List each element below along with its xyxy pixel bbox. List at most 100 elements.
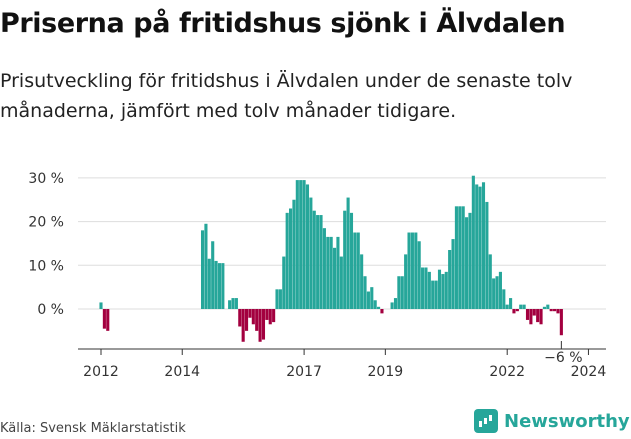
bar — [353, 232, 357, 309]
tick-labels: 0 % 10 % 20 % 30 % 2012 2014 2017 2019 2022 2024−… — [28, 171, 606, 380]
bar — [458, 206, 462, 310]
bar — [272, 309, 276, 323]
bar — [400, 276, 404, 309]
bar — [421, 267, 425, 310]
bar — [204, 223, 208, 309]
bar — [278, 289, 282, 309]
bar — [424, 267, 428, 310]
bar — [427, 271, 431, 310]
bar — [221, 263, 225, 309]
bar — [434, 280, 438, 310]
bar — [289, 208, 293, 309]
brand-name: Newsworthy — [504, 410, 630, 432]
bar — [200, 230, 205, 309]
x-tick-label: 2012 — [83, 364, 119, 380]
bar-chart: 0 % 10 % 20 % 30 % 2012 2014 2017 2019 2022 2024−… — [28, 171, 606, 380]
bar — [241, 309, 245, 342]
bar — [512, 309, 516, 314]
bar — [255, 309, 259, 331]
bar — [373, 300, 377, 309]
bar — [525, 309, 530, 320]
bar — [211, 241, 215, 309]
bar — [556, 309, 560, 314]
bar — [339, 256, 343, 309]
bar — [322, 228, 326, 309]
bar — [448, 250, 452, 309]
bar — [245, 309, 249, 331]
bar — [285, 212, 289, 309]
bar-chart-icon — [474, 409, 498, 433]
bar — [397, 276, 401, 309]
bar — [295, 180, 299, 309]
bar — [542, 306, 546, 309]
bar — [299, 180, 303, 309]
bar — [346, 197, 350, 309]
bar — [509, 298, 513, 309]
bar — [471, 175, 475, 309]
x-tick-label: 2014 — [164, 364, 200, 380]
bar — [404, 254, 408, 310]
bar — [410, 232, 414, 309]
bar — [468, 212, 472, 309]
bar — [251, 309, 255, 325]
bar — [546, 304, 550, 309]
bar — [217, 263, 222, 309]
bar — [312, 210, 316, 310]
newsworthy-logo[interactable]: Newsworthy — [474, 406, 630, 436]
bar — [261, 309, 266, 340]
source-note: Källa: Svensk Mäklarstatistik — [0, 421, 186, 436]
y-tick-label: 10 % — [28, 258, 64, 274]
bar — [363, 276, 367, 309]
bar — [360, 254, 364, 310]
bar — [106, 309, 110, 331]
bar — [475, 184, 479, 309]
bar — [366, 291, 370, 309]
bar — [454, 206, 458, 310]
bar — [234, 298, 238, 309]
bar — [268, 309, 272, 325]
bar — [309, 197, 313, 309]
bar — [532, 309, 536, 316]
bar — [316, 215, 320, 309]
y-tick-label: 30 % — [28, 171, 64, 187]
bar — [444, 271, 448, 310]
bar — [349, 212, 354, 309]
bar — [238, 309, 242, 327]
chart-subtitle: Prisutveckling för fritidshus i Älvdalen… — [0, 70, 573, 122]
bar — [292, 199, 296, 309]
bar — [519, 304, 523, 309]
bar — [407, 232, 411, 309]
bar — [522, 304, 526, 309]
bar — [326, 236, 330, 309]
chart-title: Priserna på fritidshus sjönk i Älvdalen — [0, 8, 566, 39]
bar — [488, 254, 492, 310]
last-value-label: −6 % — [544, 350, 582, 366]
bar — [343, 210, 347, 310]
bar — [451, 239, 455, 309]
bar — [336, 236, 340, 309]
x-tick-label: 2019 — [368, 364, 404, 380]
bar — [481, 182, 486, 309]
bar — [265, 309, 269, 320]
y-tick-label: 20 % — [28, 215, 64, 231]
bar — [377, 306, 381, 309]
bar — [228, 300, 232, 309]
bar — [319, 215, 323, 309]
bar — [485, 201, 489, 309]
bar — [498, 271, 502, 310]
bar — [559, 309, 563, 336]
bar — [437, 269, 442, 309]
bar — [207, 258, 211, 310]
bar — [258, 309, 262, 342]
bar — [529, 309, 533, 325]
bar — [539, 309, 543, 325]
x-tick-label: 2017 — [286, 364, 322, 380]
bar — [502, 289, 506, 309]
bar — [356, 232, 360, 309]
bar — [231, 298, 235, 309]
x-tick-label: 2022 — [489, 364, 525, 380]
bars — [99, 175, 563, 342]
bar — [465, 217, 469, 309]
bar — [492, 278, 496, 309]
bar — [390, 302, 394, 309]
